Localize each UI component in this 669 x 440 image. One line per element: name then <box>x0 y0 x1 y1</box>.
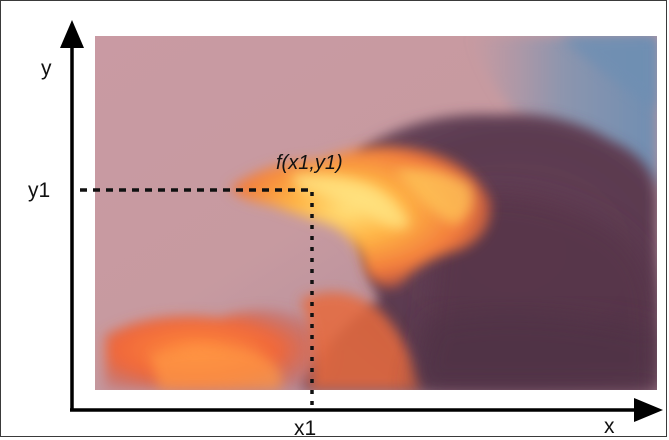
x-axis-arrow-icon <box>634 398 663 422</box>
y1-label: y1 <box>28 179 51 202</box>
x-axis-label: x <box>604 415 615 438</box>
cloud-photo <box>95 36 657 390</box>
x1-label: x1 <box>294 417 317 440</box>
y-axis-arrow-icon <box>60 20 84 48</box>
function-label: f(x1,y1) <box>276 152 343 174</box>
y-axis-label: y <box>41 57 52 80</box>
